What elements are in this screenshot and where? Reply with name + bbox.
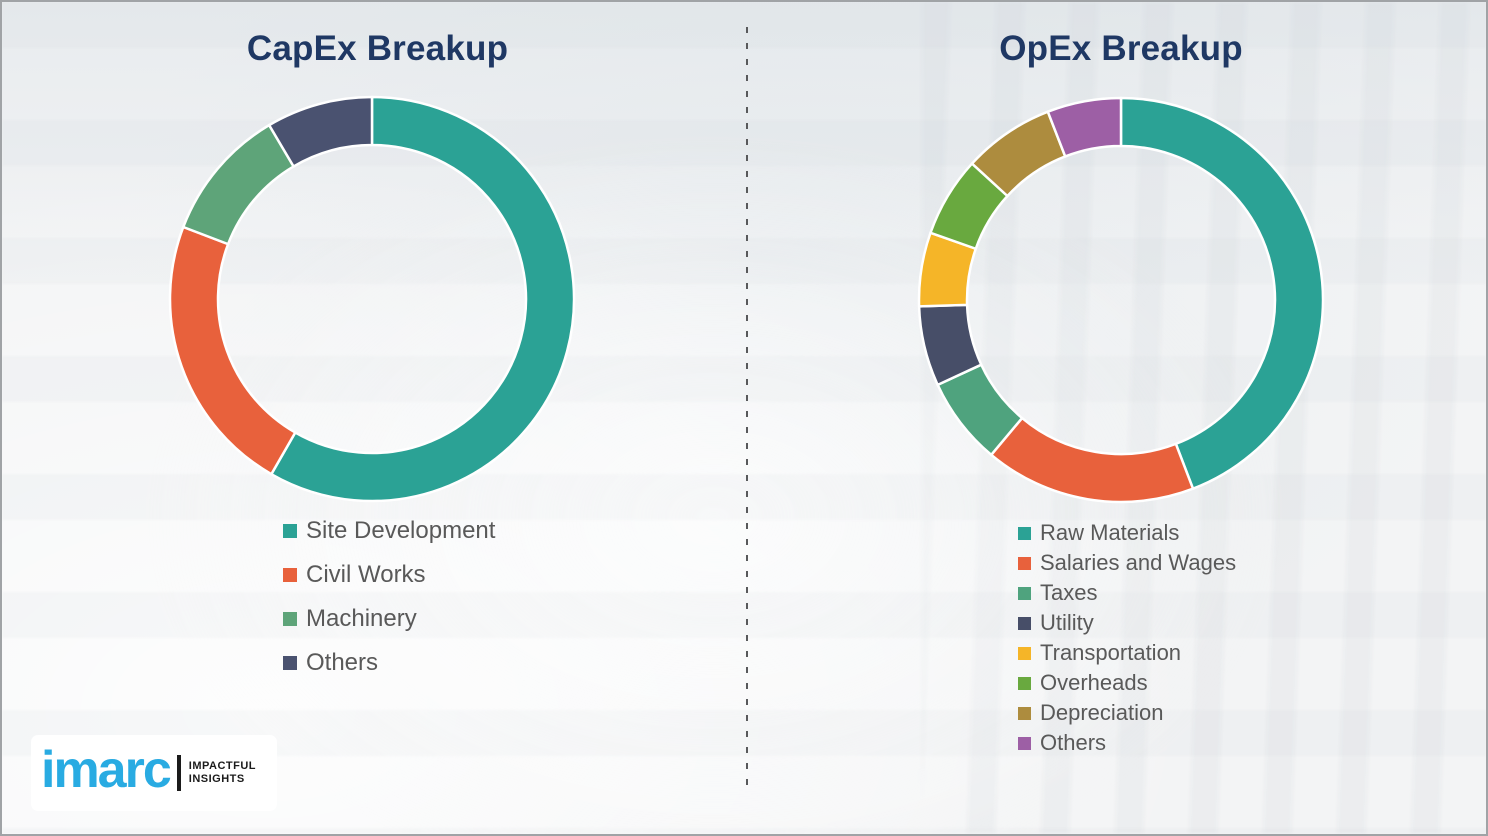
legend-swatch [1018, 676, 1031, 690]
legend-label: Taxes [1040, 580, 1098, 605]
legend-swatch [1018, 736, 1031, 750]
capex-donut-chart [168, 95, 576, 503]
logo-tagline-line2: INSIGHTS [188, 773, 245, 785]
donut-slice-salaries-and-wages [990, 416, 1195, 504]
legend-label: Salaries and Wages [1040, 550, 1237, 575]
logo-tagline: IMPACTFUL INSIGHTS [189, 760, 256, 786]
legend-item-raw-materials: Raw Materials [1018, 518, 1236, 548]
legend-swatch [1018, 526, 1031, 540]
legend-swatch [1018, 586, 1031, 600]
legend-swatch [283, 656, 297, 670]
legend-swatch [1018, 646, 1031, 660]
legend-item-overheads: Overheads [1018, 668, 1236, 698]
legend-item-others: Others [283, 641, 495, 685]
donut-slice-others [1046, 96, 1123, 158]
donut-slice-site-development [270, 95, 576, 503]
donut-slice-others [267, 95, 374, 168]
dashed-divider [746, 27, 748, 792]
legend-label: Transportation [1040, 640, 1182, 665]
opex-donut-chart [917, 96, 1325, 504]
legend-swatch [283, 568, 297, 582]
imarc-logo: imarc IMPACTFUL INSIGHTS [31, 735, 277, 811]
legend-swatch [283, 524, 297, 538]
legend-label: Civil Works [306, 561, 426, 588]
logo-separator-bar [176, 755, 181, 791]
legend-swatch [1018, 616, 1031, 630]
capex-legend: Site Development Civil Works Machinery Othe… [283, 509, 495, 685]
legend-label: Others [306, 649, 379, 676]
legend-item-utility: Utility [1018, 608, 1236, 638]
legend-item-depreciation: Depreciation [1018, 698, 1236, 728]
legend-swatch [1018, 706, 1031, 720]
legend-label: Depreciation [1040, 700, 1164, 725]
legend-item-salaries-and-wages: Salaries and Wages [1018, 548, 1236, 578]
legend-label: Utility [1040, 610, 1094, 635]
legend-swatch [283, 612, 297, 626]
legend-label: Machinery [306, 605, 417, 632]
imarc-wordmark: imarc [41, 741, 172, 799]
logo-tagline-line1: IMPACTFUL [188, 760, 256, 772]
legend-item-transportation: Transportation [1018, 638, 1236, 668]
legend-swatch [1018, 556, 1031, 570]
opex-title: OpEx Breakup [999, 29, 1243, 68]
legend-item-taxes: Taxes [1018, 578, 1236, 608]
legend-label: Raw Materials [1040, 520, 1180, 545]
donut-slice-raw-materials [1119, 96, 1325, 490]
legend-item-others: Others [1018, 728, 1236, 758]
legend-label: Overheads [1040, 670, 1148, 695]
legend-item-civil-works: Civil Works [283, 553, 495, 597]
donut-slice-civil-works [168, 225, 297, 476]
opex-legend: Raw Materials Salaries and Wages Taxes Util… [1018, 518, 1236, 758]
legend-item-machinery: Machinery [283, 597, 495, 641]
donut-slice-machinery [182, 123, 295, 246]
legend-item-site-development: Site Development [283, 509, 495, 553]
legend-label: Others [1040, 730, 1107, 755]
capex-title: CapEx Breakup [246, 29, 509, 68]
legend-label: Site Development [306, 517, 496, 544]
